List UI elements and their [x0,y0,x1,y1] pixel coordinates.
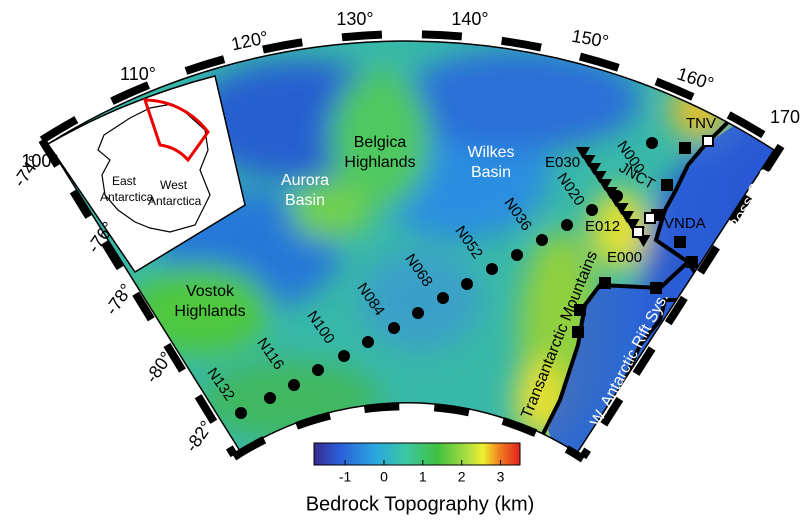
region-label: Aurora [281,172,329,189]
frame-ticks [579,143,785,460]
station-triangle [620,211,634,223]
station-dot [486,263,498,275]
colorbar-tick-label: 0 [380,469,388,485]
colorbar-tick-label: 1 [419,469,427,485]
colorbar-label: Bedrock Topography (km) [306,493,535,515]
station-dot [511,249,523,261]
station-triangle [598,179,612,191]
station-dot [362,336,374,348]
station-triangle [581,155,596,167]
station-label: E030 [545,154,580,171]
region-label: Highlands [344,154,415,171]
station-triangle [614,203,629,215]
station-dot [586,204,598,216]
station-triangle [592,171,607,183]
station-label: TNV [686,115,716,132]
map-frame [46,40,776,455]
station-label: E000 [607,249,642,266]
station-square [661,179,673,191]
station-triangle [609,195,623,207]
region-label: Belgica [354,134,407,151]
station-label: E012 [585,218,620,235]
region-label: Basin [471,164,511,181]
station-square [686,256,698,268]
station-square [674,236,686,248]
station-square-white [644,212,656,224]
station-square [572,326,584,338]
station-dot [437,292,449,304]
station-dot [288,379,300,391]
station-triangle [576,147,590,159]
station-dot [235,407,247,419]
station-dot [264,392,276,404]
station-triangle [587,163,601,175]
colorbar: Bedrock Topography (km) -1 0 1 2 3 [306,442,535,515]
frame-ticks [39,30,784,150]
station-square [574,304,586,316]
station-triangle [625,219,640,231]
study-area [142,98,210,163]
station-dot [461,278,473,290]
longitude-label: 110° [120,64,156,84]
longitude-label: 150° [570,26,610,52]
inset-label: Antarctica [148,194,202,208]
inset-label: West [160,178,188,192]
station-markers [235,135,714,419]
station-dot [412,307,424,319]
station-square [599,277,611,289]
station-dot [561,219,573,231]
colorbar-tick-label: -1 [339,469,352,485]
station-dot [388,322,400,334]
inset-label: East [112,174,137,188]
station-dot [536,234,548,246]
region-label: Basin [285,192,325,209]
colorbar-scale [313,442,521,466]
station-label: VNDA [664,215,706,232]
longitude-label: 130° [336,9,373,29]
latitude-label: -78° [101,280,136,319]
station-dot [312,364,324,376]
station-square-white [632,226,644,238]
region-label: Vostok [186,283,235,300]
region-label: Highlands [174,303,245,320]
longitude-label: 100° [21,151,58,171]
station-dot [646,137,658,149]
station-square-white [702,135,714,147]
inset-label: Antarctica [100,190,154,204]
longitude-label: 170 [770,107,800,127]
longitude-label: 140° [451,9,488,29]
frame-ticks [38,137,238,458]
station-dot [338,350,350,362]
station-square [679,142,691,154]
colorbar-tick-label: 2 [458,469,466,485]
station-square [650,282,662,294]
colorbar-tick-label: 3 [497,469,505,485]
region-label: Wilkes [467,144,514,161]
station-triangle [603,187,618,199]
